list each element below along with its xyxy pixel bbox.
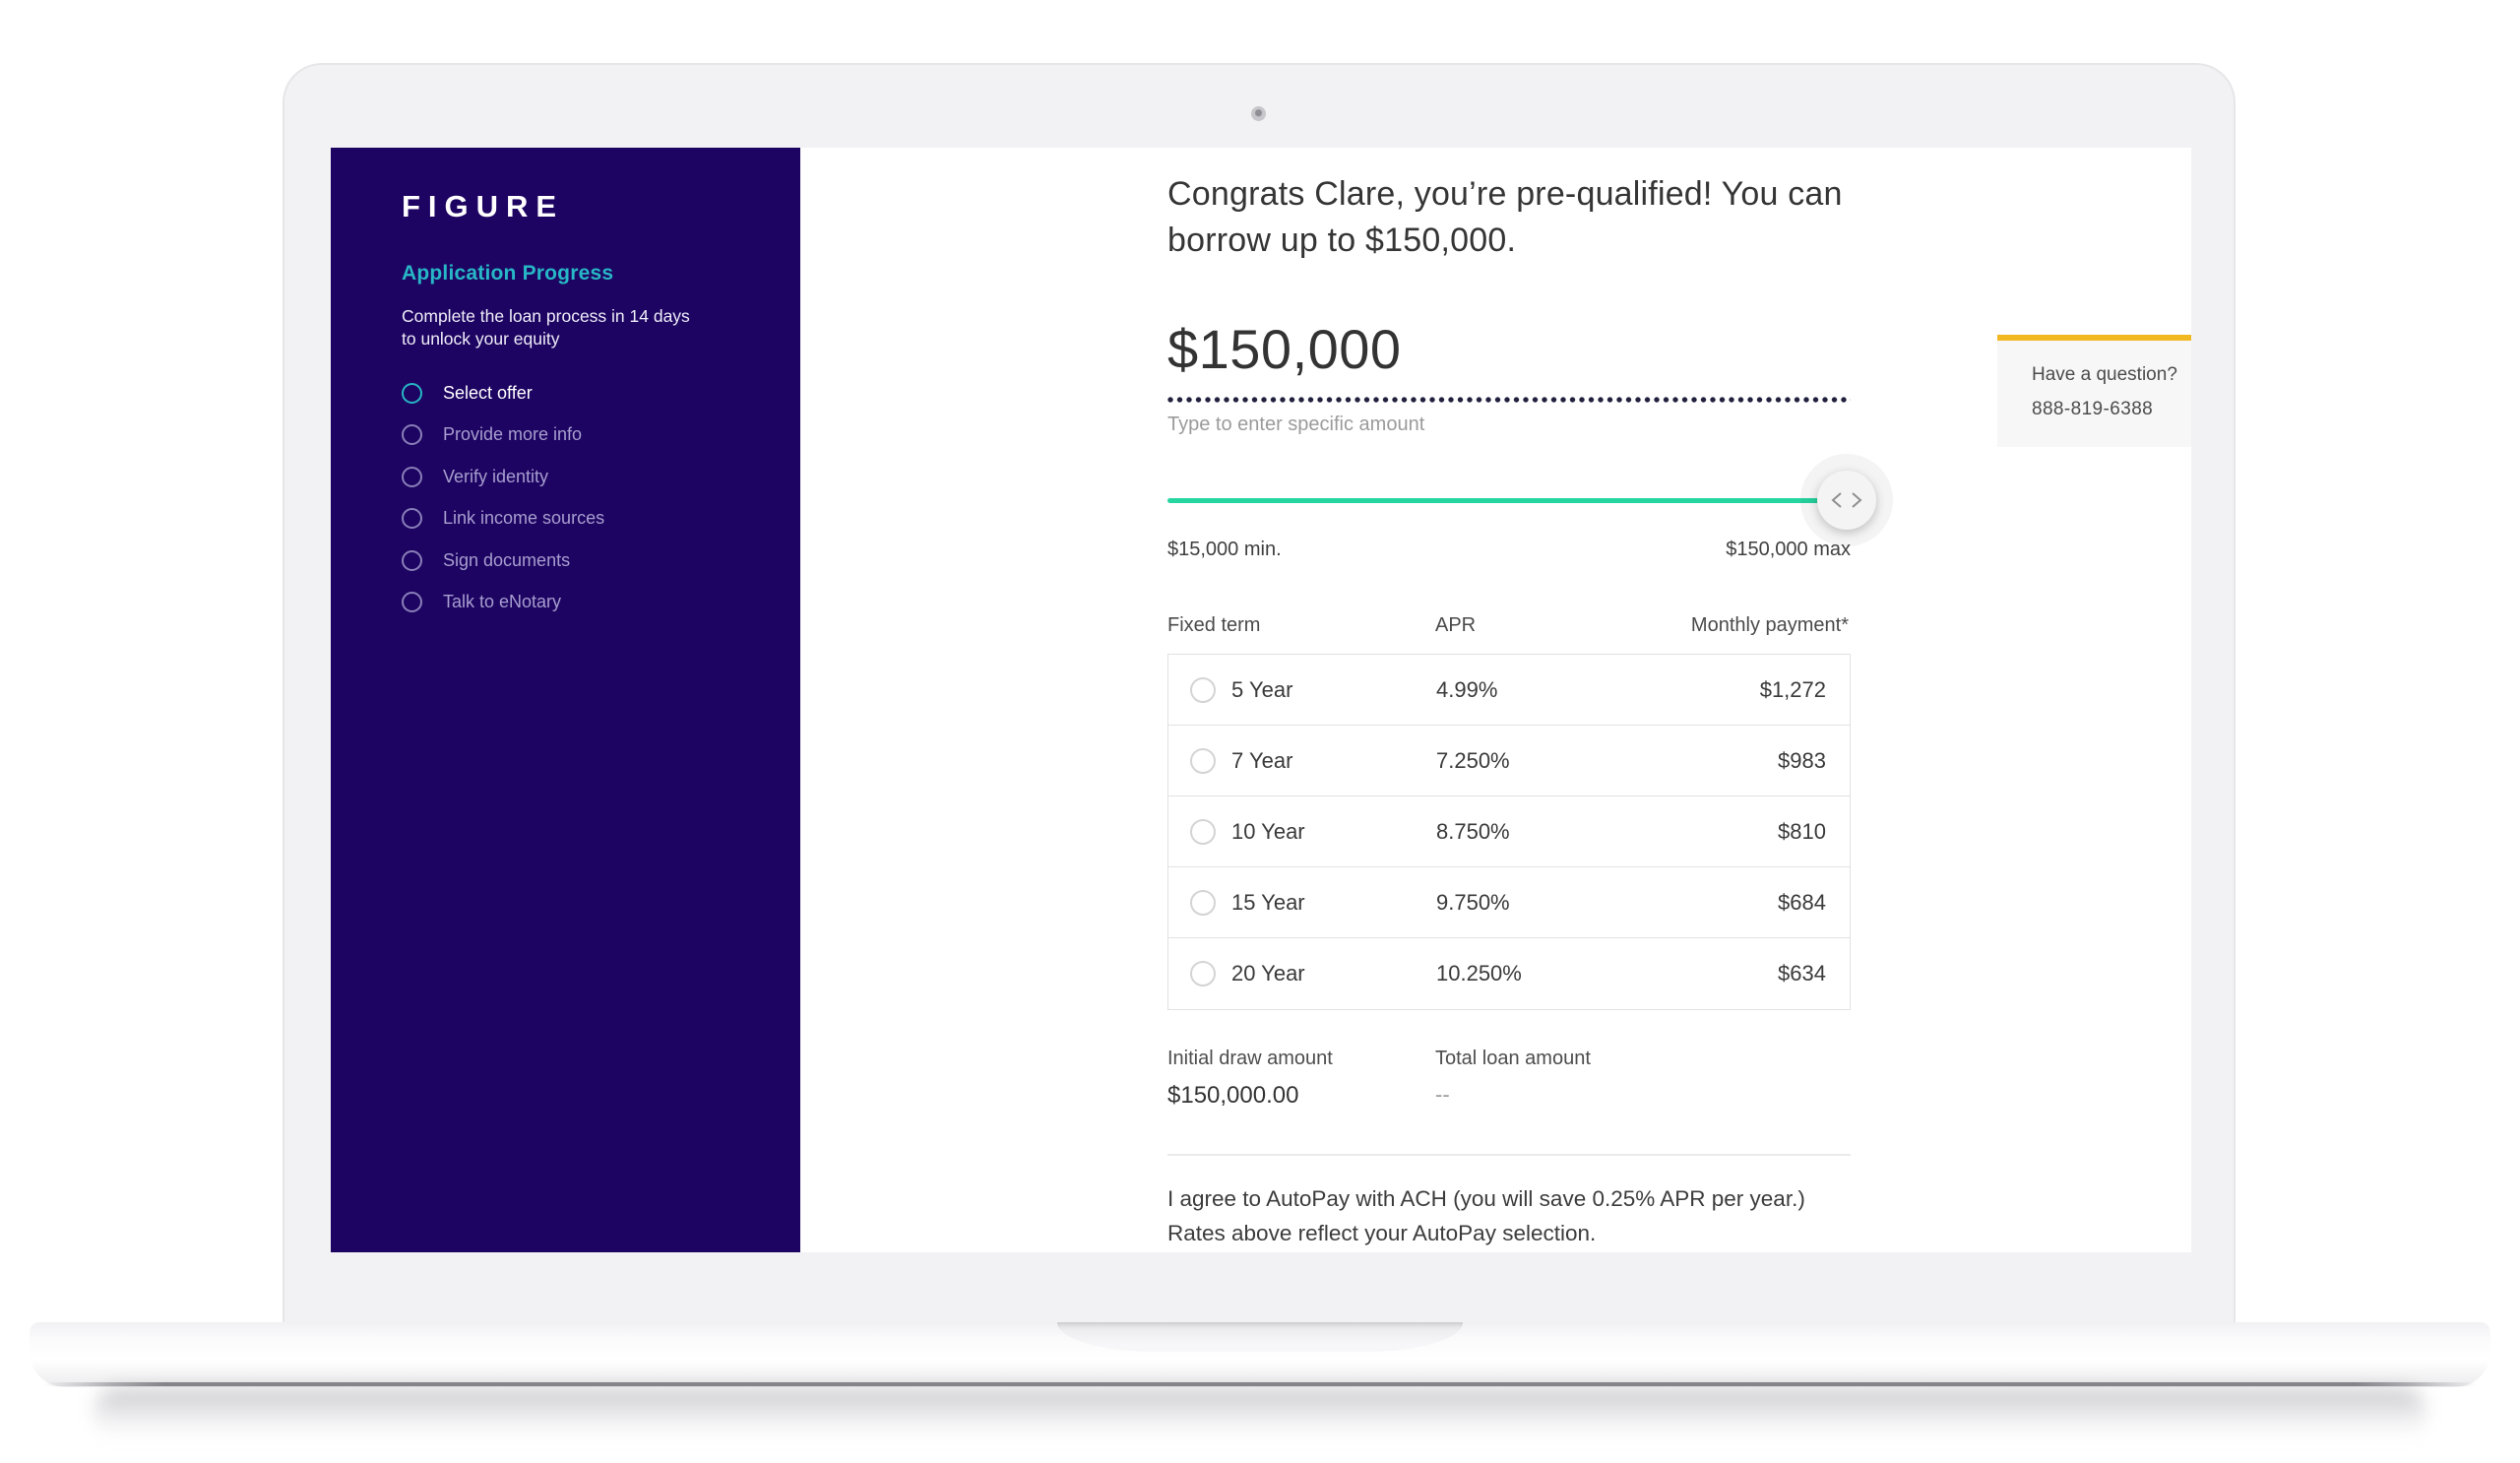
step-label: Provide more info [443, 424, 583, 445]
apr-cell: 9.750% [1436, 889, 1510, 915]
payment-cell: $684 [1778, 889, 1826, 915]
progress-subtitle: Complete the loan process in 14 days to u… [402, 305, 726, 350]
radio-10-year[interactable] [1190, 818, 1216, 845]
autopay-note-line1: I agree to AutoPay with ACH (you will sa… [1167, 1186, 1805, 1211]
chevron-left-right-icon [1831, 492, 1862, 508]
term-cell: 20 Year [1231, 961, 1305, 986]
step-circle-icon [402, 549, 422, 571]
slider-track-filled [1167, 497, 1837, 503]
apr-cell: 10.250% [1436, 961, 1522, 986]
application-progress-title: Application Progress [402, 262, 614, 285]
initial-draw-value: $150,000.00 [1167, 1082, 1299, 1109]
slider-handle[interactable] [1817, 471, 1876, 530]
radio-20-year[interactable] [1190, 961, 1216, 986]
page-title-line2: borrow up to $150,000. [1167, 222, 1517, 259]
page-title: Congrats Clare, you’re pre-qualified! Yo… [1167, 171, 1851, 264]
offer-row-20-year[interactable]: 20 Year 10.250% $634 [1168, 938, 1850, 1009]
laptop-base-notch [1057, 1322, 1463, 1352]
header-monthly-payment: Monthly payment* [1690, 614, 1849, 636]
payment-cell: $983 [1778, 747, 1826, 773]
step-label: Talk to eNotary [443, 592, 562, 612]
loan-amount-slider[interactable] [1167, 470, 1876, 531]
term-cell: 5 Year [1231, 676, 1293, 702]
initial-draw-summary: Initial draw amount $150,000.00 [1167, 1048, 1333, 1110]
step-circle-icon [402, 382, 422, 404]
step-circle-icon [402, 466, 422, 487]
app-window: FIGURE Application Progress Complete the… [331, 148, 2191, 1252]
amount-dotted-underline [1167, 397, 1851, 403]
loan-summary: Initial draw amount $150,000.00 Total lo… [1167, 1048, 1851, 1124]
radio-15-year[interactable] [1190, 889, 1216, 916]
term-cell: 7 Year [1231, 747, 1293, 773]
laptop-base [30, 1322, 2490, 1387]
radio-7-year[interactable] [1190, 747, 1216, 774]
payment-cell: $634 [1778, 961, 1826, 986]
step-provide-more-info[interactable]: Provide more info [402, 414, 604, 457]
header-apr: APR [1435, 614, 1477, 636]
step-circle-icon [402, 424, 422, 446]
offers-table: 5 Year 4.99% $1,272 7 Year 7.250% $983 1… [1167, 654, 1851, 1010]
laptop-bezel: FIGURE Application Progress Complete the… [283, 63, 2236, 1327]
term-cell: 10 Year [1231, 818, 1305, 844]
step-talk-to-enotary[interactable]: Talk to eNotary [402, 582, 604, 624]
step-link-income-sources[interactable]: Link income sources [402, 498, 604, 541]
help-box: Have a question? 888-819-6388 [1997, 335, 2191, 447]
page-title-line1: Congrats Clare, you’re pre-qualified! Yo… [1167, 175, 1843, 213]
apr-cell: 7.250% [1436, 747, 1510, 773]
autopay-note: I agree to AutoPay with ACH (you will sa… [1167, 1181, 1851, 1250]
offers-table-header: Fixed term APR Monthly payment* [1167, 614, 1851, 640]
apr-cell: 8.750% [1436, 818, 1510, 844]
help-question: Have a question? [2032, 364, 2177, 385]
header-fixed-term: Fixed term [1167, 614, 1261, 636]
total-loan-label: Total loan amount [1435, 1048, 1591, 1069]
step-verify-identity[interactable]: Verify identity [402, 456, 604, 498]
offer-row-15-year[interactable]: 15 Year 9.750% $684 [1168, 867, 1850, 938]
term-cell: 15 Year [1231, 889, 1305, 915]
progress-subtitle-line1: Complete the loan process in 14 days [402, 306, 690, 326]
step-label: Select offer [443, 382, 533, 403]
radio-5-year[interactable] [1190, 676, 1216, 703]
help-phone-number[interactable]: 888-819-6388 [2032, 399, 2154, 419]
figure-logo: FIGURE [402, 189, 565, 223]
loan-amount-input[interactable]: $150,000 [1167, 318, 1402, 380]
step-label: Sign documents [443, 549, 571, 570]
laptop-shadow [94, 1388, 2426, 1437]
payment-cell: $810 [1778, 818, 1826, 844]
offer-row-7-year[interactable]: 7 Year 7.250% $983 [1168, 726, 1850, 796]
apr-cell: 4.99% [1436, 676, 1498, 702]
total-loan-summary: Total loan amount -- [1435, 1048, 1591, 1108]
offer-row-10-year[interactable]: 10 Year 8.750% $810 [1168, 796, 1850, 867]
slider-min-label: $15,000 min. [1167, 539, 1282, 560]
step-select-offer[interactable]: Select offer [402, 372, 604, 414]
progress-subtitle-line2: to unlock your equity [402, 329, 560, 349]
step-circle-icon [402, 508, 422, 530]
sidebar: FIGURE Application Progress Complete the… [331, 148, 800, 1252]
slider-range-labels: $15,000 min. $150,000 max [1167, 539, 1851, 561]
autopay-note-line2: Rates above reflect your AutoPay selecti… [1167, 1221, 1597, 1245]
step-sign-documents[interactable]: Sign documents [402, 540, 604, 582]
step-label: Link income sources [443, 508, 605, 529]
slider-max-label: $150,000 max [1726, 539, 1851, 560]
total-loan-value: -- [1435, 1082, 1450, 1107]
application-steps-list: Select offer Provide more info Verify id… [402, 372, 604, 623]
offer-row-5-year[interactable]: 5 Year 4.99% $1,272 [1168, 655, 1850, 726]
laptop-camera-icon [1251, 106, 1266, 121]
step-label: Verify identity [443, 466, 549, 486]
section-divider [1167, 1154, 1851, 1156]
payment-cell: $1,272 [1759, 676, 1826, 702]
amount-hint: Type to enter specific amount [1167, 413, 1425, 435]
initial-draw-label: Initial draw amount [1167, 1048, 1333, 1069]
main-content: Congrats Clare, you’re pre-qualified! Yo… [1167, 148, 1876, 1250]
step-circle-icon [402, 592, 422, 613]
